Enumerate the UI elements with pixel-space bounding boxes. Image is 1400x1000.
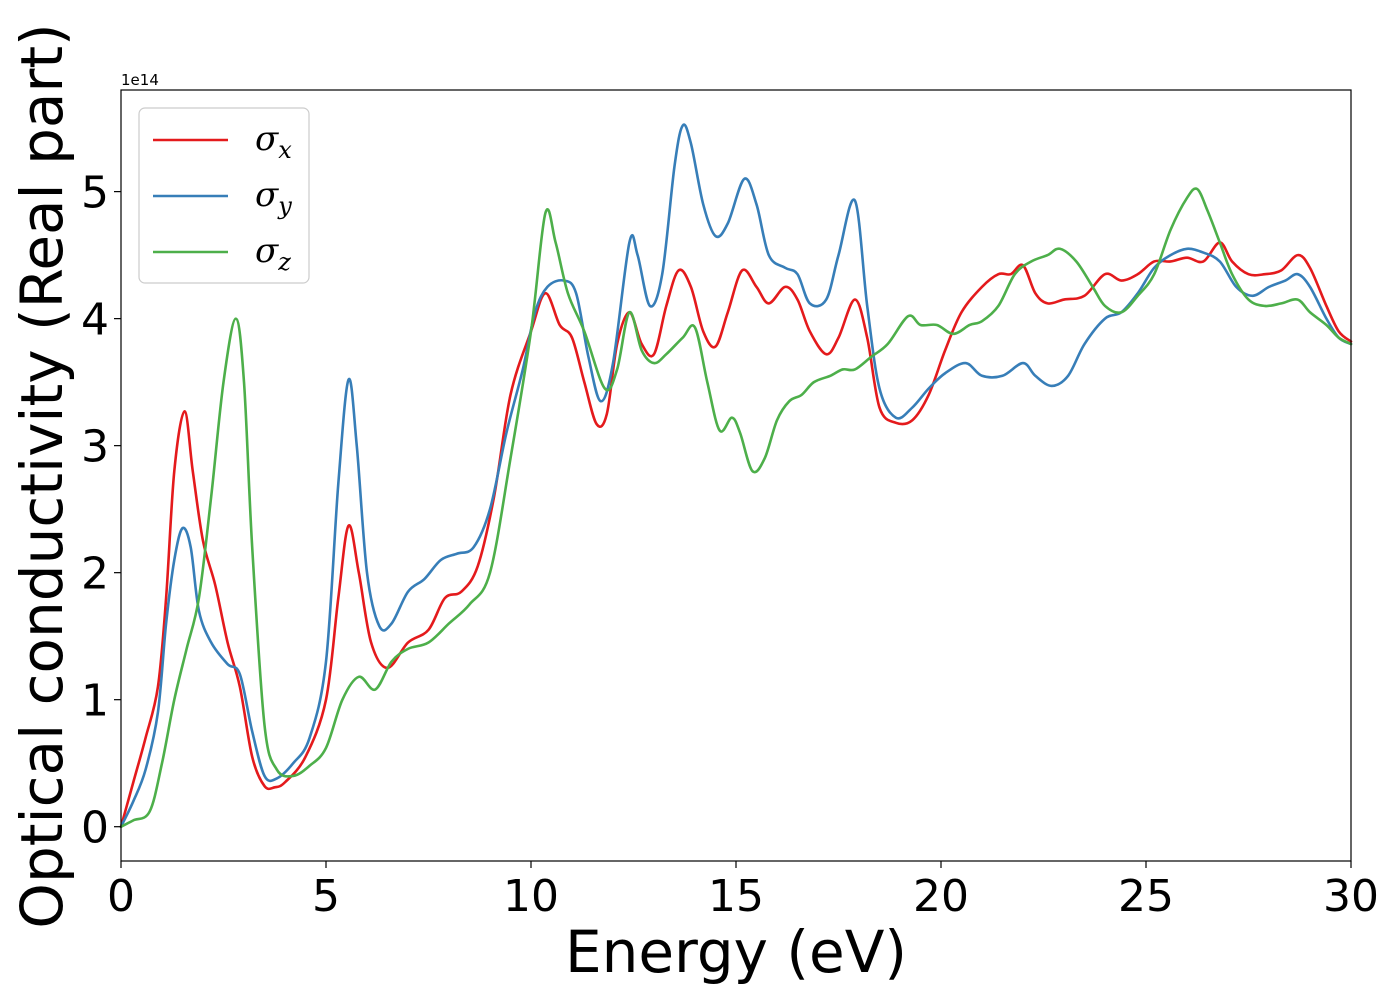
x-axis-ticks: 0 5 10 15 20 25 30 [107, 861, 1379, 922]
y-tick-label: 4 [81, 295, 109, 346]
y-offset-label: 1e14 [121, 71, 159, 89]
y-tick-label: 3 [81, 422, 109, 473]
series-line-x [119, 241, 1353, 829]
x-axis-title: Energy (eV) [565, 918, 907, 986]
x-tick-label: 15 [708, 871, 764, 922]
x-tick-label: 5 [312, 871, 340, 922]
y-axis-title: Optical conductivity (Real part) [8, 23, 76, 928]
legend-label-z: σz [255, 231, 291, 276]
y-tick-label: 5 [81, 168, 109, 219]
x-tick-label: 10 [503, 871, 559, 922]
x-tick-label: 0 [107, 871, 135, 922]
x-tick-label: 20 [913, 871, 969, 922]
y-axis-ticks: 0 1 2 3 4 5 [81, 168, 121, 854]
series-line-z [119, 187, 1353, 829]
legend: σx σy σz [138, 107, 310, 284]
y-tick-label: 2 [81, 549, 109, 600]
y-tick-label: 0 [81, 803, 109, 854]
x-tick-label: 30 [1323, 871, 1379, 922]
series-lines [119, 123, 1353, 829]
y-tick-label: 1 [81, 676, 109, 727]
legend-label-y: σy [255, 175, 292, 220]
x-tick-label: 25 [1118, 871, 1174, 922]
legend-label-x: σx [255, 119, 292, 164]
